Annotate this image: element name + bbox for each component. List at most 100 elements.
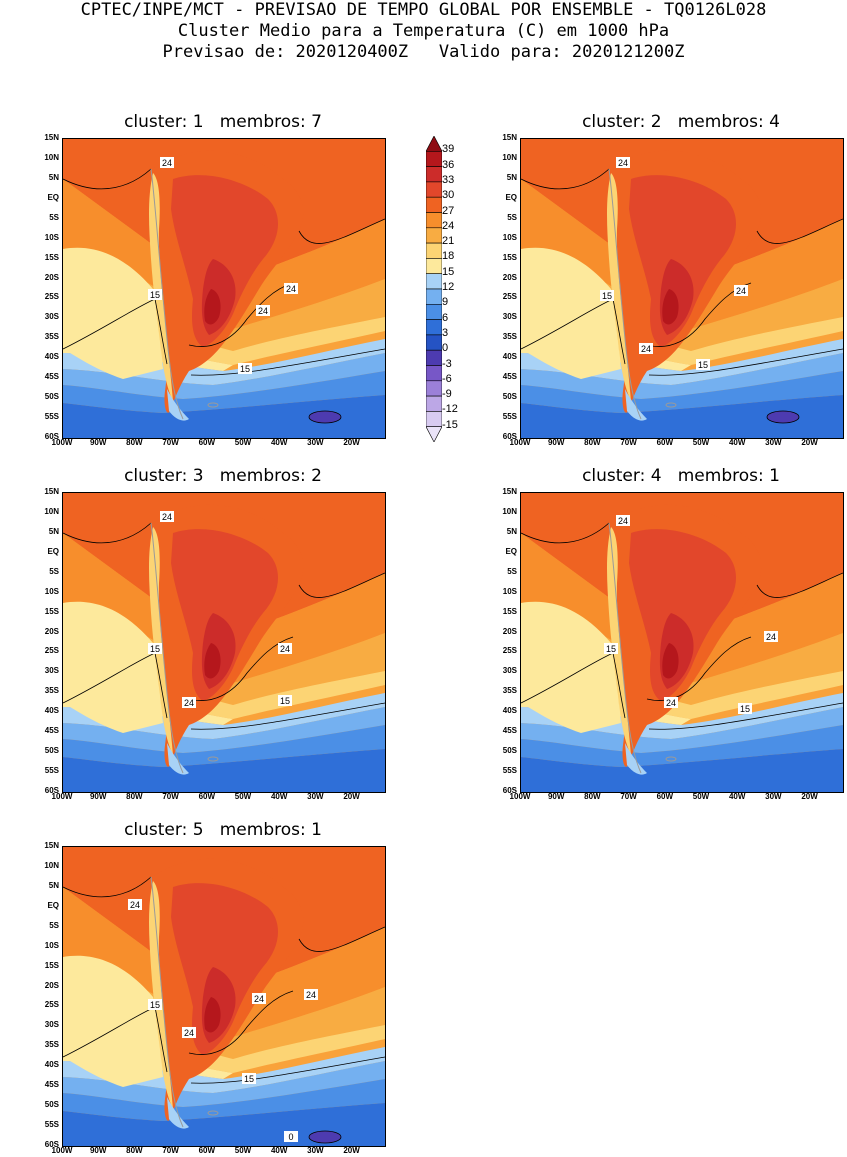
contour-label: 15 (238, 363, 252, 374)
longitude-tick-label: 80W (584, 792, 601, 801)
temperature-band (521, 725, 843, 767)
latitude-tick-label: 15N (44, 487, 59, 496)
patagonia-tip (167, 389, 189, 421)
coastline (150, 522, 184, 774)
colorbar-label: -12 (442, 403, 458, 416)
colorbar-swatch (425, 212, 443, 229)
longitude-tick-label: 30W (307, 438, 324, 447)
colorbar-label: 21 (442, 235, 455, 248)
latitude-tick-label: EQ (505, 546, 517, 556)
latitude-tick-label: 50S (44, 392, 59, 402)
longitude-tick-label: 60W (198, 792, 216, 801)
longitude-tick-label: 40W (270, 792, 288, 801)
latitude-tick-label: 15S (502, 606, 517, 616)
temperature-band (63, 395, 385, 438)
latitude-tick-label: 25S (502, 646, 517, 656)
colorbar-label: -6 (442, 372, 452, 385)
header-line-1: CPTEC/INPE/MCT - PREVISAO DE TEMPO GLOBA… (80, 0, 767, 20)
longitude-tick-label: 30W (307, 1146, 324, 1155)
longitude-tick-label: 70W (620, 438, 637, 447)
cold-cell (308, 410, 342, 424)
longitude-tick-label: 50W (692, 438, 710, 447)
colorbar-swatch (425, 365, 443, 382)
longitude-tick-label: 100W (51, 438, 73, 447)
falkland-islands (207, 1110, 219, 1116)
contour-label: 24 (304, 989, 318, 1000)
andes-strip (149, 527, 173, 755)
temperature-band (521, 353, 843, 399)
colorbar-label: 39 (442, 143, 455, 156)
longitude-tick-label: 20W (343, 1146, 360, 1155)
contour-24-north (521, 168, 610, 190)
longitude-tick-label: 90W (547, 438, 565, 447)
falkland-islands (207, 756, 219, 762)
latitude-tick-label: 10N (44, 860, 59, 870)
cluster-title: cluster: 2 membros: 4 (582, 112, 780, 132)
cluster-title: cluster: 4 membros: 1 (582, 466, 780, 486)
latitude-tick-label: 50S (44, 1100, 59, 1110)
latitude-tick-label: 20S (502, 626, 517, 636)
falkland-islands (207, 402, 219, 408)
colorbar-label: 24 (442, 219, 455, 232)
contour-24-atlantic (298, 926, 385, 952)
svg-text:15: 15 (150, 644, 160, 654)
colorbar-swatch (425, 395, 443, 412)
contour-label: 24 (664, 697, 678, 708)
colorbar-swatch (425, 380, 443, 397)
contour-label: 24 (734, 285, 748, 296)
svg-text:0: 0 (288, 1132, 293, 1142)
svg-text:24: 24 (736, 286, 746, 296)
latitude-tick-label: 50S (44, 746, 59, 756)
longitude-tick-label: 70W (162, 1146, 179, 1155)
longitude-tick-label: 100W (51, 792, 73, 801)
patagonia-tip (625, 389, 647, 421)
contour-label: 15 (600, 290, 614, 301)
colorbar-swatch (425, 227, 443, 244)
contour-15-atlantic (190, 1056, 385, 1084)
cluster-title: cluster: 5 membros: 1 (124, 820, 322, 840)
latitude-tick-label: 20S (44, 980, 59, 990)
contour-24-south (188, 282, 294, 347)
contour-label: 24 (256, 305, 270, 316)
latitude-tick-label: 5S (507, 212, 517, 222)
colorbar-swatch (425, 181, 443, 198)
contour-24-atlantic (298, 218, 385, 244)
temperature-band (63, 299, 385, 365)
colorbar-label: -15 (442, 418, 458, 431)
svg-text:15: 15 (606, 644, 616, 654)
hot-interior-region (171, 529, 279, 701)
svg-text:15: 15 (150, 1000, 160, 1010)
contour-24-north (521, 522, 610, 544)
colorbar (425, 135, 443, 446)
longitude-tick-label: 50W (692, 792, 710, 801)
temperature-band (521, 707, 843, 753)
heat-max (662, 289, 679, 325)
figure-header: CPTEC/INPE/MCT - PREVISAO DE TEMPO GLOBA… (0, 0, 847, 63)
longitude-tick-label: 50W (234, 1146, 252, 1155)
temperature-band (63, 603, 385, 705)
contour-label: 15 (278, 695, 292, 706)
contour-24-atlantic (298, 572, 385, 598)
colorbar-swatch (425, 258, 443, 275)
latitude-tick-label: 10S (502, 586, 517, 596)
heat-max (204, 643, 221, 679)
latitude-tick-label: 25S (44, 1000, 59, 1010)
longitude-tick-label: 80W (584, 438, 601, 447)
temperature-band (521, 603, 843, 705)
longitude-tick-label: 60W (656, 792, 674, 801)
latitude-tick-label: 55S (44, 766, 59, 776)
svg-text:24: 24 (280, 644, 290, 654)
contour-label: 24 (128, 899, 142, 910)
svg-text:24: 24 (618, 158, 628, 168)
contour-24-south (646, 282, 752, 347)
andes-strip (607, 173, 631, 401)
longitude-tick-label: 50W (234, 438, 252, 447)
heat-max (204, 997, 221, 1033)
svg-text:24: 24 (641, 344, 651, 354)
andes-strip (149, 173, 173, 401)
svg-text:15: 15 (602, 291, 612, 301)
contour-24-south (188, 636, 294, 701)
heat-max (662, 643, 679, 679)
colorbar-label: 0 (442, 342, 449, 355)
contour-label: 24 (182, 697, 196, 708)
